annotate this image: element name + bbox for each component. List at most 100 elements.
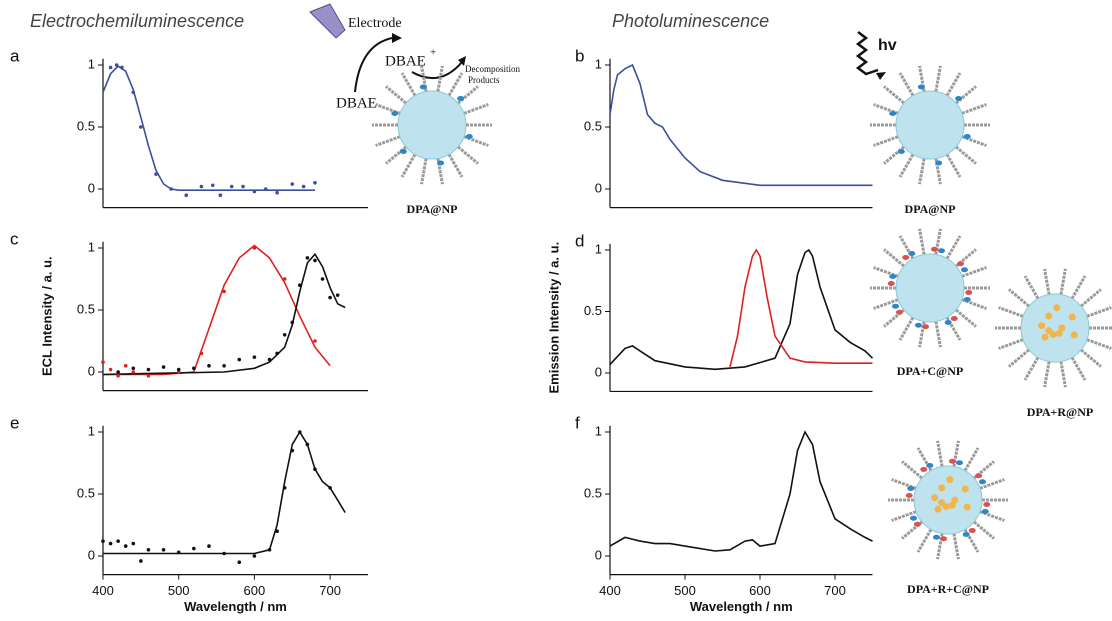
dye-core <box>1053 304 1061 312</box>
y-tick-label: 0.5 <box>77 118 95 133</box>
dye <box>930 246 938 252</box>
spoke <box>400 153 417 178</box>
spoke <box>963 447 980 472</box>
y-tick-label: 0.5 <box>584 303 602 318</box>
data-point <box>199 184 204 189</box>
data-point <box>222 364 226 368</box>
panel-letter: b <box>575 46 584 65</box>
nanoparticle <box>372 65 492 185</box>
dye <box>975 473 983 479</box>
spoke <box>873 135 899 147</box>
spoke <box>1008 348 1030 368</box>
data-point <box>192 366 196 371</box>
data-point <box>237 560 242 564</box>
particle-label: DPA@NP <box>407 202 458 216</box>
dye <box>963 297 971 303</box>
data-point <box>290 182 295 186</box>
dye-core <box>1055 329 1063 337</box>
data-point <box>108 541 113 546</box>
light-label: hv <box>878 37 897 54</box>
dye <box>910 515 918 521</box>
particle-label: DPA@NP <box>905 202 956 216</box>
dye <box>437 160 445 166</box>
spoke <box>1023 356 1040 381</box>
heading: Photoluminescence <box>612 11 769 31</box>
data-point <box>252 189 257 194</box>
dye <box>944 319 952 325</box>
spoke <box>1043 361 1051 388</box>
data-point <box>139 559 143 563</box>
spoke <box>901 460 923 480</box>
spoke <box>1086 338 1112 350</box>
dye <box>889 273 897 279</box>
dye-core <box>938 499 946 507</box>
x-axis-label: Wavelength / nm <box>184 599 287 614</box>
data-point <box>313 467 317 472</box>
dye <box>935 160 943 166</box>
dye-core <box>946 476 954 484</box>
spoke <box>961 266 987 278</box>
x-axis-label: Wavelength / nm <box>690 599 793 614</box>
dye <box>465 134 473 140</box>
heading: Electrochemiluminescence <box>30 11 244 31</box>
spoke <box>1059 268 1067 295</box>
y-tick-label: 0 <box>88 547 95 562</box>
dye-core <box>1038 322 1046 330</box>
spoke <box>955 308 977 328</box>
core <box>913 465 983 535</box>
data-point <box>131 366 136 371</box>
dye-core <box>1068 313 1076 321</box>
x-tick-label: 500 <box>674 583 696 598</box>
data-point <box>305 442 310 447</box>
y-tick-label: 0.5 <box>584 485 602 500</box>
data-point <box>210 183 215 188</box>
dye <box>419 84 427 90</box>
decomposition-label: Products <box>468 75 500 85</box>
dye <box>965 289 973 295</box>
spoke <box>1080 348 1102 368</box>
dye-core <box>963 503 971 511</box>
y-axis-label: Emission Intensity / a. u. <box>546 242 561 394</box>
data-point <box>275 190 279 195</box>
data-point <box>290 448 295 453</box>
dye-core <box>951 496 959 504</box>
data-point <box>123 364 128 368</box>
spoke <box>1023 275 1040 300</box>
dye <box>957 261 965 267</box>
panel-letter: d <box>575 231 584 250</box>
nanoparticle <box>870 228 990 348</box>
data-point <box>207 364 211 368</box>
data-point <box>199 351 204 356</box>
data-point <box>313 181 317 185</box>
spectrum-line <box>609 430 873 552</box>
dye <box>978 479 986 485</box>
dye <box>983 501 991 507</box>
spoke <box>973 520 995 540</box>
spoke <box>420 158 428 185</box>
data-point <box>116 539 120 543</box>
dye-core <box>1070 331 1078 339</box>
dye <box>913 521 921 527</box>
data-point <box>146 548 151 552</box>
data-point <box>282 277 287 281</box>
y-tick-label: 1 <box>595 241 602 256</box>
spoke <box>934 321 942 348</box>
data-point <box>192 546 196 551</box>
dye <box>399 149 407 155</box>
core <box>1020 293 1090 363</box>
spectrum-line <box>102 252 346 376</box>
spoke <box>945 72 962 97</box>
nanoparticle <box>888 440 1008 560</box>
panel-letter: a <box>10 46 20 65</box>
dye <box>917 84 925 90</box>
data-point <box>176 367 181 372</box>
spoke <box>1070 356 1087 381</box>
data-point <box>101 360 105 364</box>
arrow-head <box>458 56 466 66</box>
spoke <box>936 440 944 467</box>
y-tick-label: 0 <box>595 364 602 379</box>
spoke <box>463 103 489 115</box>
dye-core <box>1041 333 1049 341</box>
spectrum-line <box>103 244 331 376</box>
